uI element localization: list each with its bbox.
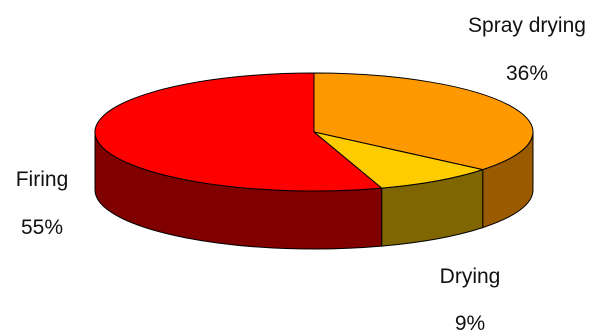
label-drying: Drying (440, 265, 501, 288)
pie-sides (94, 131, 534, 250)
slice-firing (94, 72, 383, 192)
label-firing: Firing (16, 168, 69, 191)
value-firing: 55% (21, 216, 63, 239)
slice-spray-drying (313, 72, 534, 171)
value-drying: 9% (455, 312, 485, 335)
label-spray-drying: Spray drying (468, 14, 586, 37)
value-spray-drying: 36% (506, 62, 548, 85)
pie-tops (94, 72, 534, 192)
slice-drying (313, 131, 484, 189)
